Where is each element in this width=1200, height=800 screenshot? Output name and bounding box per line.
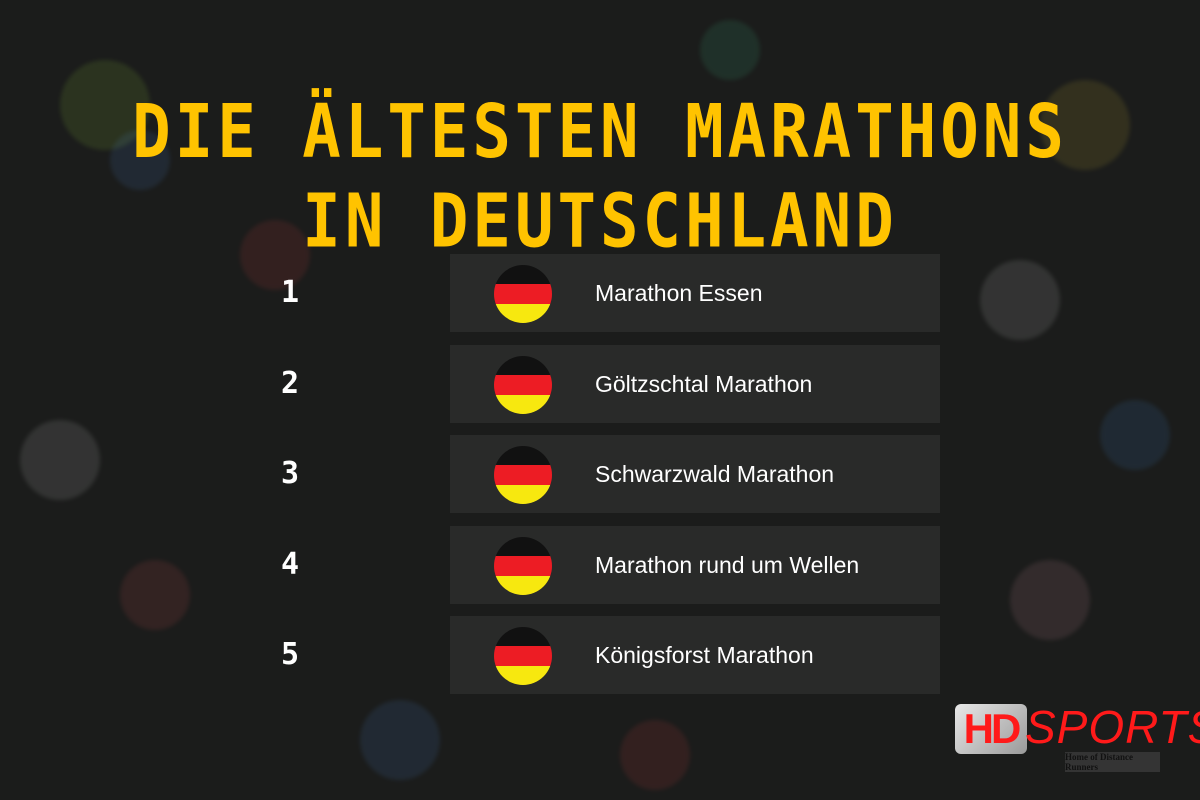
germany-flag-icon (494, 537, 552, 595)
rank-number: 3 (280, 456, 300, 491)
hdsports-logo: HD SPORTS Home of Distance Runners (955, 698, 1200, 772)
marathon-name: Marathon rund um Wellen (595, 552, 860, 578)
list-item-box: Marathon Essen (450, 254, 940, 332)
rank-number: 2 (280, 366, 300, 401)
germany-flag-icon (494, 627, 552, 685)
rank-number: 1 (280, 275, 300, 310)
list-item: 2 Göltzschtal Marathon (0, 345, 1200, 423)
title-line-2: in Deutschland (302, 180, 898, 266)
page-title: Die Ältesten Marathons in Deutschland (0, 88, 1200, 267)
logo-sports: SPORTS (1025, 701, 1200, 753)
logo-tagline: Home of Distance Runners (1065, 752, 1160, 772)
list-item: 5 Königsforst Marathon (0, 616, 1200, 694)
rank-number: 5 (280, 637, 300, 672)
list-item: 1 Marathon Essen (0, 254, 1200, 332)
germany-flag-icon (494, 356, 552, 414)
logo-hd: HD (955, 704, 1027, 754)
marathon-name: Schwarzwald Marathon (595, 461, 835, 487)
marathon-name: Göltzschtal Marathon (595, 371, 813, 397)
title-line-1: Die Ältesten Marathons (132, 90, 1068, 176)
rank-number: 4 (280, 547, 300, 582)
list-item-box: Marathon rund um Wellen (450, 526, 940, 604)
list-item-box: Göltzschtal Marathon (450, 345, 940, 423)
list-item-box: Schwarzwald Marathon (450, 435, 940, 513)
marathon-name: Marathon Essen (595, 280, 763, 306)
germany-flag-icon (494, 265, 552, 323)
germany-flag-icon (494, 446, 552, 504)
marathon-name: Königsforst Marathon (595, 642, 814, 668)
list-item: 3 Schwarzwald Marathon (0, 435, 1200, 513)
list-item-box: Königsforst Marathon (450, 616, 940, 694)
list-item: 4 Marathon rund um Wellen (0, 526, 1200, 604)
